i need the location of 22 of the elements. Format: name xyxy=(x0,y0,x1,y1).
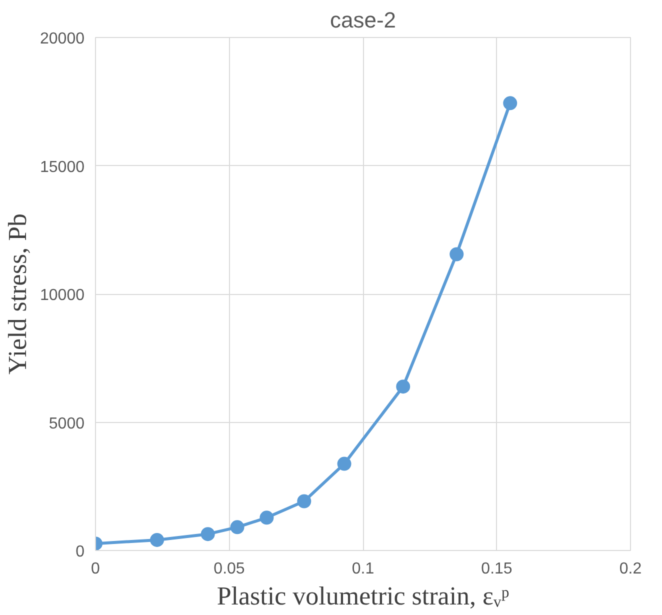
point xyxy=(337,456,352,471)
y-tick-label: 5000 xyxy=(48,415,85,432)
x-tick-label: 0.15 xyxy=(481,560,512,578)
x-axis-title: Plastic volumetric strain, εᵥᵖ xyxy=(216,582,510,610)
y-tick-label: 10000 xyxy=(40,287,85,304)
point xyxy=(503,96,518,110)
y-tick-label: 0 xyxy=(76,544,85,560)
x-tick-label: 0.05 xyxy=(214,560,245,578)
point xyxy=(260,510,274,525)
point xyxy=(230,520,244,534)
chart-title: case-2 xyxy=(330,8,396,32)
point xyxy=(297,494,312,508)
point xyxy=(450,247,464,262)
point xyxy=(396,380,410,394)
x-tick-label: 0 xyxy=(91,560,100,578)
x-tick-label: 0.2 xyxy=(619,560,642,578)
point xyxy=(150,532,164,547)
y-tick-label: 15000 xyxy=(40,158,85,176)
point xyxy=(200,527,215,542)
y-axis-title: Yield stress, Pb xyxy=(3,213,32,375)
y-tick-label: 20000 xyxy=(40,30,85,48)
x-tick-label: 0.1 xyxy=(352,560,374,578)
